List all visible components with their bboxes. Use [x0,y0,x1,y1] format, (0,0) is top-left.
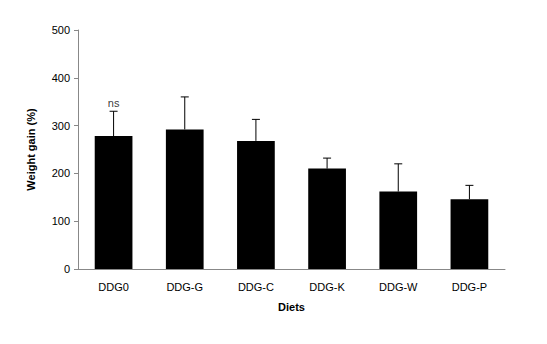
svg-text:0: 0 [64,263,70,275]
svg-text:DDG-G: DDG-G [166,281,203,293]
svg-text:ns: ns [108,97,120,109]
svg-text:DDG-P: DDG-P [452,281,487,293]
svg-text:100: 100 [52,215,70,227]
svg-text:500: 500 [52,24,70,36]
svg-text:300: 300 [52,120,70,132]
svg-text:400: 400 [52,72,70,84]
svg-text:DDG-W: DDG-W [379,281,418,293]
svg-text:DDG-K: DDG-K [309,281,345,293]
svg-text:DDG-C: DDG-C [238,281,274,293]
svg-text:Weight gain (%): Weight gain (%) [25,108,37,191]
svg-text:200: 200 [52,167,70,179]
svg-text:Diets: Diets [278,301,305,313]
svg-text:DDG0: DDG0 [98,281,129,293]
